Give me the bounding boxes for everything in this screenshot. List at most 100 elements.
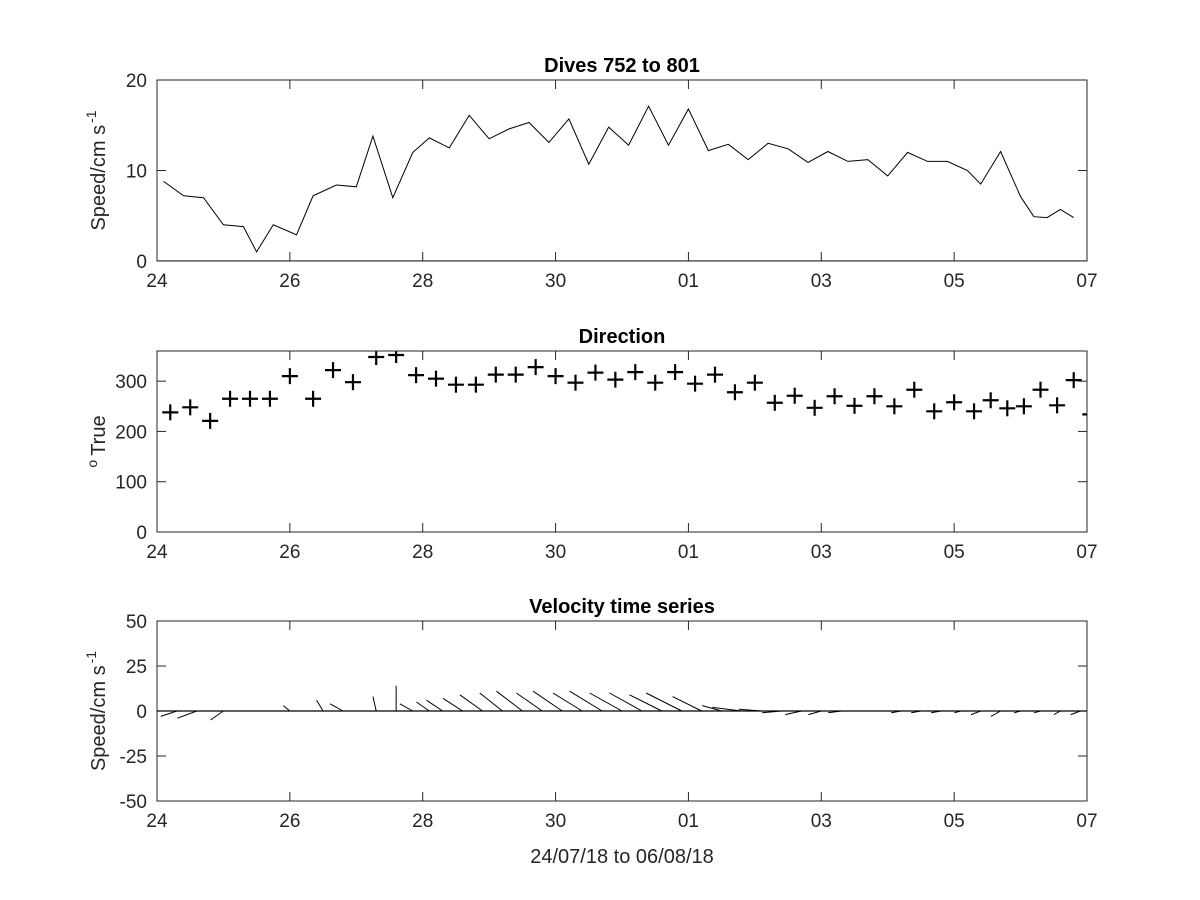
velocity-stick <box>160 710 178 717</box>
direction-point <box>906 381 923 398</box>
direction-point <box>1065 372 1082 389</box>
direction-point <box>368 351 385 366</box>
x-tick-label: 30 <box>545 811 566 832</box>
direction-point <box>687 375 704 392</box>
y-axis-label: Speed/cm s-1 <box>83 651 110 771</box>
direction-point <box>786 387 803 404</box>
direction-point <box>547 368 564 385</box>
direction-point <box>1015 398 1032 415</box>
y-tick-label: 0 <box>136 252 147 273</box>
velocity-stick <box>569 690 603 712</box>
direction-point <box>826 388 843 405</box>
velocity-stick <box>532 690 563 712</box>
velocity-stick <box>479 692 503 712</box>
y-axis-label-sup: -1 <box>83 110 99 123</box>
direction-point <box>726 384 743 401</box>
x-tick-label: 01 <box>678 811 699 832</box>
direction-point <box>222 390 239 407</box>
velocity-stick <box>210 710 224 721</box>
y-tick-label: 0 <box>136 702 147 723</box>
direction-point <box>467 376 484 393</box>
direction-point <box>507 366 524 383</box>
direction-point <box>325 362 342 379</box>
direction-point <box>202 412 219 429</box>
y-tick-label: 10 <box>126 162 147 183</box>
y-tick-label: 200 <box>115 422 147 443</box>
direction-point <box>866 388 883 405</box>
x-tick-label: 01 <box>678 542 699 563</box>
panel-3: Velocity time series 24 26 28 30 01 03 05 07 -50 -… <box>83 596 1098 868</box>
direction-point <box>567 374 584 391</box>
panel-title: Dives 752 to 801 <box>544 55 700 77</box>
velocity-stick <box>712 706 742 712</box>
y-tick-label: 100 <box>115 473 147 494</box>
direction-point <box>806 399 823 416</box>
velocity-stick <box>459 694 483 712</box>
velocity-stick <box>589 692 623 712</box>
direction-point <box>966 403 983 420</box>
x-tick-label: 05 <box>944 542 965 563</box>
velocity-stick <box>672 696 702 712</box>
velocity-stick <box>954 710 961 714</box>
x-tick-label: 01 <box>678 271 699 292</box>
direction-point <box>946 394 963 411</box>
velocity-stick <box>645 692 683 712</box>
direction-point <box>707 366 723 383</box>
y-tick-label: 20 <box>126 71 147 92</box>
direction-point <box>999 400 1016 417</box>
direction-point <box>162 404 179 421</box>
x-tick-label: 28 <box>412 542 433 563</box>
velocity-stick <box>785 710 802 716</box>
velocity-stick <box>911 710 922 714</box>
direction-point <box>261 390 278 407</box>
direction-point <box>447 376 464 393</box>
direction-point <box>242 390 258 407</box>
velocity-stick <box>316 699 324 712</box>
direction-point <box>408 367 425 384</box>
y-tick-label: -25 <box>120 747 147 768</box>
axis-box <box>156 79 1088 262</box>
y-tick-label: 300 <box>115 372 147 393</box>
direction-point <box>1096 391 1112 407</box>
velocity-stick <box>609 692 643 712</box>
direction-point <box>627 364 644 381</box>
x-tick-label: 28 <box>412 271 433 292</box>
velocity-stick <box>372 696 377 712</box>
direction-point <box>647 374 664 391</box>
x-tick-label: 26 <box>279 271 300 292</box>
velocity-stick <box>442 697 463 712</box>
velocity-stick <box>1033 710 1041 714</box>
x-tick-label: 24 <box>146 542 168 563</box>
x-tick-label: 24 <box>146 271 168 292</box>
direction-point <box>1109 391 1125 407</box>
x-tick-label: 26 <box>279 542 300 563</box>
x-tick-label: 07 <box>1076 271 1097 292</box>
panel-title: Velocity time series <box>529 596 715 618</box>
plot-area <box>162 351 1125 429</box>
plot-area <box>157 105 1087 261</box>
axis-box <box>156 620 1088 802</box>
velocity-stick <box>1070 710 1081 716</box>
y-axis-label-sup: -1 <box>83 651 99 664</box>
velocity-stick <box>426 699 443 712</box>
y-tick-label: 50 <box>126 612 147 633</box>
x-tick-label: 28 <box>412 811 433 832</box>
x-tick-label: 24 <box>146 811 168 832</box>
y-axis-label-text: Speed/cm s <box>88 125 110 231</box>
x-tick-label: 26 <box>279 811 300 832</box>
x-tick-label: 07 <box>1076 811 1097 832</box>
direction-point <box>305 390 322 407</box>
x-tick-label: 05 <box>944 271 965 292</box>
direction-point <box>667 364 684 381</box>
direction-point <box>587 364 604 381</box>
y-axis-label-text: True <box>88 415 110 455</box>
direction-point <box>182 399 199 416</box>
velocity-stick <box>702 705 722 712</box>
velocity-stick <box>283 705 291 712</box>
velocity-stick <box>808 710 822 716</box>
y-axis-label-sup: o <box>84 460 100 468</box>
direction-point <box>428 370 444 387</box>
velocity-stick <box>399 703 413 712</box>
speed-series-line <box>163 105 1074 253</box>
